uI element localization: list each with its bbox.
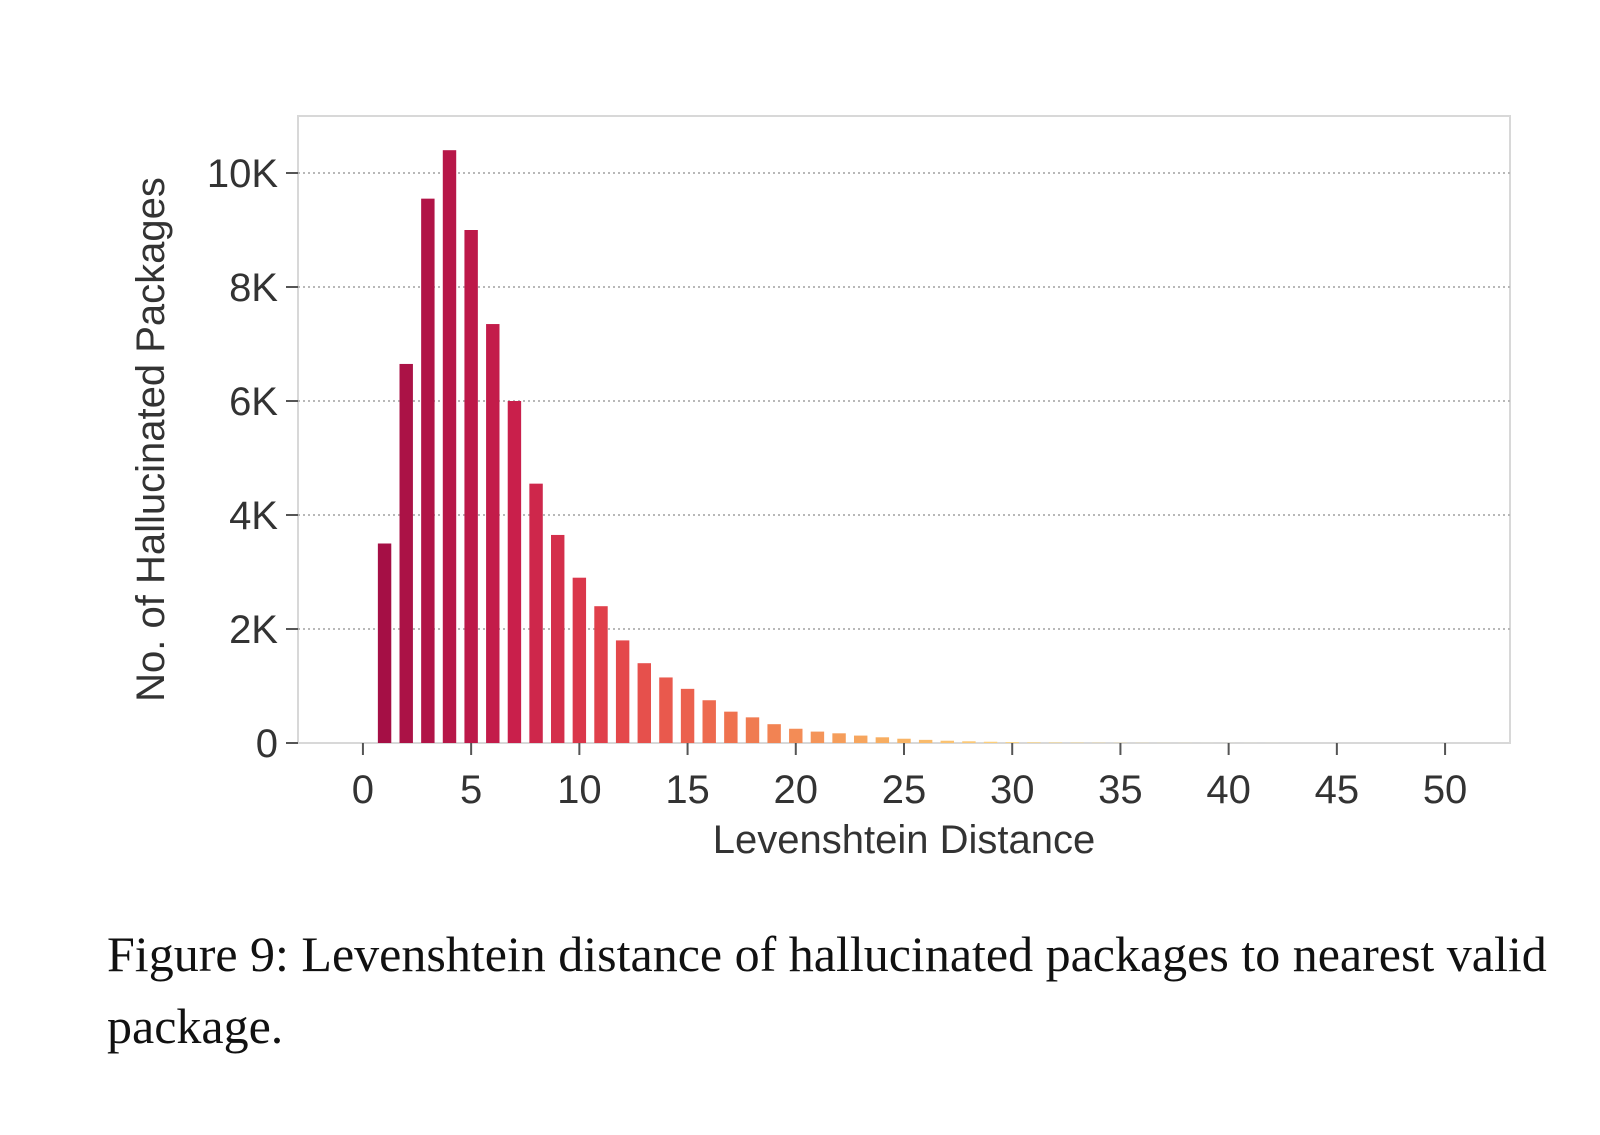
y-tick-label: 10K	[207, 152, 278, 196]
x-tick-label: 10	[557, 768, 602, 812]
bar	[918, 739, 933, 743]
bar	[1005, 742, 1019, 743]
bar	[529, 483, 543, 743]
x-tick-label: 25	[882, 768, 927, 812]
bar	[637, 663, 651, 743]
bar	[615, 640, 630, 743]
x-tick-label: 30	[990, 768, 1035, 812]
bar	[724, 711, 738, 743]
y-tick-label: 2K	[229, 608, 278, 652]
y-tick-label: 6K	[229, 380, 278, 424]
bar	[854, 735, 868, 743]
x-tick-label: 50	[1423, 768, 1468, 812]
x-tick-label: 35	[1098, 768, 1143, 812]
bar	[680, 688, 695, 743]
bar	[507, 401, 522, 743]
bar	[832, 733, 846, 743]
bar	[399, 363, 413, 743]
bar	[421, 198, 435, 743]
bar	[442, 150, 457, 743]
x-tick-label: 45	[1315, 768, 1360, 812]
x-tick-label: 5	[460, 768, 482, 812]
bar	[659, 677, 673, 743]
bar	[767, 724, 781, 743]
figure-caption: Figure 9: Levenshtein distance of halluc…	[107, 926, 1547, 1054]
y-tick-label: 4K	[229, 494, 278, 538]
bar	[551, 534, 565, 743]
x-tick-label: 20	[774, 768, 819, 812]
bar	[745, 717, 760, 743]
x-axis-label: Levenshtein Distance	[713, 818, 1095, 862]
bar	[1027, 742, 1041, 743]
bar	[594, 606, 608, 743]
bar	[377, 543, 392, 743]
y-tick-label: 0	[256, 722, 278, 766]
chart-container: 0 2K 4K 6K 8K 10K 0 5 10 15 20 25 30 35 40 45 50 Levensht…	[129, 115, 1511, 862]
bar	[962, 741, 976, 743]
y-tick-label: 8K	[229, 266, 278, 310]
bar	[897, 738, 911, 743]
plot-frame	[297, 115, 1511, 744]
bar	[789, 728, 803, 743]
bar	[572, 577, 587, 743]
bar	[464, 230, 478, 743]
x-tick-label: 15	[665, 768, 710, 812]
bar	[702, 700, 716, 743]
bar-chart: 0 2K 4K 6K 8K 10K 0 5 10 15 20 25 30 35 40 45 50 Levensht…	[129, 115, 1511, 862]
bar	[1048, 742, 1063, 743]
x-tick-label: 0	[352, 768, 374, 812]
bar	[486, 324, 500, 743]
bar	[940, 740, 954, 743]
y-axis-label: No. of Hallucinated Packages	[129, 177, 173, 702]
bar	[875, 737, 890, 743]
x-tick-label: 40	[1206, 768, 1251, 812]
bar	[983, 741, 998, 743]
bar	[810, 731, 825, 743]
